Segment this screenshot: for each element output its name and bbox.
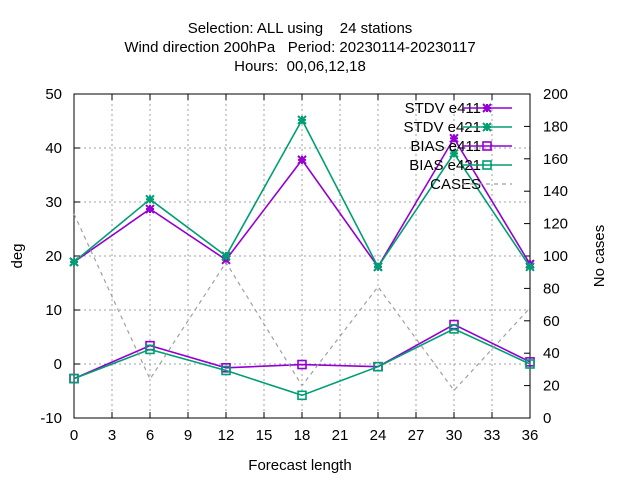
- legend-label: CASES: [430, 176, 481, 193]
- chart-title-line-1: Selection: ALL using 24 stations: [188, 20, 413, 37]
- legend-marker: [482, 122, 492, 132]
- data-point: [145, 344, 155, 355]
- series-line: [73, 328, 531, 397]
- x-tick-label: 36: [522, 427, 539, 444]
- data-point: [373, 361, 383, 372]
- y-tick-label: 0: [54, 356, 62, 373]
- data-point: [449, 133, 459, 143]
- legend-label: BIAS e411: [410, 138, 481, 155]
- data-point: [449, 148, 459, 159]
- y-tick-label: 50: [45, 86, 62, 103]
- data-point: [145, 194, 155, 205]
- x-tick-label: 18: [294, 427, 311, 444]
- y2-tick-label: 160: [543, 151, 568, 168]
- legend-marker: [482, 103, 492, 113]
- data-point: [373, 262, 383, 272]
- y-tick-label: 40: [45, 140, 62, 157]
- y2-tick-label: 0: [543, 410, 551, 427]
- data-point: [297, 155, 307, 165]
- x-tick-label: 3: [108, 427, 116, 444]
- data-point: [221, 251, 231, 261]
- y2-tick-label: 40: [543, 345, 560, 362]
- legend-entry: BIAS e421: [409, 157, 512, 174]
- data-point: [297, 359, 307, 370]
- legend-label: STDV e421: [403, 119, 481, 136]
- series-bias-e421: [69, 324, 535, 401]
- y2-tick-label: 80: [543, 280, 560, 297]
- legend-entry: STDV e421: [403, 119, 512, 136]
- x-tick-label: 9: [184, 427, 192, 444]
- series-cases: [73, 213, 531, 392]
- data-point: [525, 359, 535, 369]
- y2-tick-label: 140: [543, 183, 568, 200]
- data-point: [69, 257, 79, 267]
- legend-marker: [482, 141, 492, 151]
- x-tick-label: 12: [218, 427, 235, 444]
- legend-entry: CASES: [430, 176, 512, 193]
- series-group: [69, 115, 535, 401]
- x-tick-label: 21: [332, 427, 349, 444]
- data-point: [145, 204, 155, 214]
- data-point: [297, 390, 307, 401]
- legend-label: STDV e411: [405, 100, 481, 117]
- legend: STDV e411 STDV e421 BIAS e411 BIAS e421 CASE…: [403, 100, 512, 193]
- legend-entry: STDV e411: [405, 100, 512, 117]
- series-line: [73, 213, 531, 392]
- y2-axis-label: No cases: [591, 225, 608, 288]
- data-point: [69, 373, 79, 384]
- chart-title-line-2: Wind direction 200hPa Period: 20230114-2…: [124, 39, 475, 56]
- x-tick-label: 0: [70, 427, 78, 444]
- data-point: [525, 262, 535, 272]
- x-tick-label: 33: [484, 427, 501, 444]
- y-tick-label: 10: [45, 302, 62, 319]
- legend-entry: BIAS e411: [410, 138, 512, 155]
- x-tick-label: 27: [408, 427, 425, 444]
- y-tick-label: 30: [45, 194, 62, 211]
- chart-title-line-3: Hours: 00,06,12,18: [234, 58, 366, 75]
- legend-marker: [482, 160, 492, 170]
- legend-label: BIAS e421: [409, 157, 481, 174]
- x-tick-label: 24: [370, 427, 387, 444]
- data-point: [297, 115, 307, 125]
- y2-tick-label: 200: [543, 86, 568, 103]
- series-stdv-e421: [69, 115, 535, 272]
- x-tick-label: 6: [146, 427, 154, 444]
- x-tick-label: 15: [256, 427, 273, 444]
- y2-tick-label: 20: [543, 378, 560, 395]
- axis-ticks: 0 3 6 9 12 15 18 21 24 27 30 33 36-10010203040500204…: [40, 86, 568, 444]
- y-axis-label: deg: [9, 243, 26, 268]
- y2-tick-label: 180: [543, 118, 568, 135]
- y2-tick-label: 60: [543, 313, 560, 330]
- y-tick-label: 20: [45, 248, 62, 265]
- x-axis-label: Forecast length: [248, 457, 351, 474]
- data-point: [221, 365, 231, 376]
- x-tick-label: 30: [446, 427, 463, 444]
- y-tick-label: -10: [40, 410, 62, 427]
- data-point: [449, 324, 459, 334]
- y2-tick-label: 120: [543, 216, 568, 233]
- y2-tick-label: 100: [543, 248, 568, 265]
